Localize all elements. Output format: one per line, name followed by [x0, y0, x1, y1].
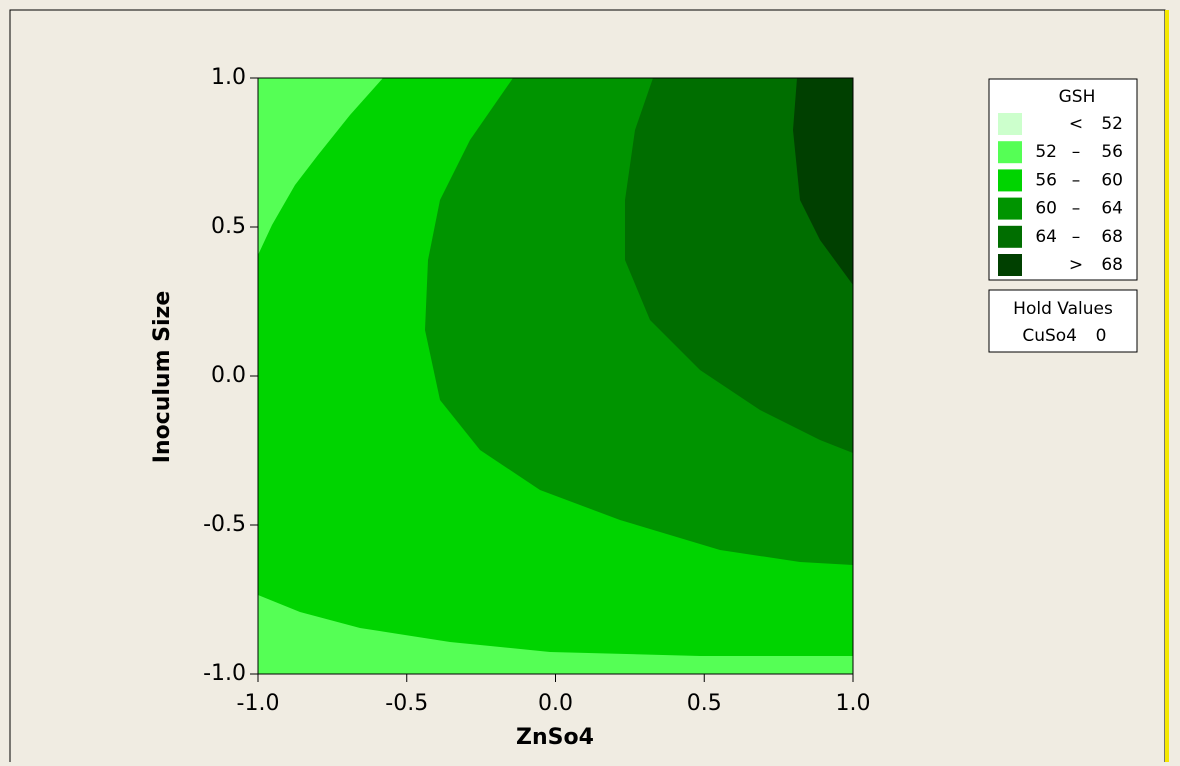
y-tick-label: -1.0	[203, 661, 246, 686]
y-tick-label: -0.5	[203, 512, 246, 537]
legend-high: 64	[1101, 199, 1123, 219]
y-tick-label: 1.0	[211, 65, 246, 90]
plot-area	[258, 78, 853, 674]
hold-box	[988, 289, 1138, 353]
legend-swatch	[998, 225, 1022, 248]
legend-sep: –	[1072, 170, 1081, 190]
legend-swatch	[998, 254, 1022, 276]
legend-high: 56	[1101, 142, 1123, 162]
legend-high: 60	[1101, 170, 1123, 190]
contour-region	[625, 78, 853, 453]
legend-title: GSH	[1059, 87, 1096, 107]
legend-low: 60	[1035, 199, 1057, 219]
legend-high: 68	[1101, 227, 1123, 247]
legend-swatch	[998, 141, 1022, 164]
hold-title: Hold Values	[1013, 299, 1113, 319]
x-tick-label: -1.0	[237, 691, 280, 716]
hold-value: 0	[1096, 326, 1107, 346]
contour-region	[793, 78, 853, 285]
x-tick-label: -0.5	[385, 691, 428, 716]
y-axis-label: Inoculum Size	[150, 291, 175, 464]
y-tick-label: 0.0	[211, 363, 246, 388]
legend-swatch	[998, 113, 1022, 135]
y-tick-label: 0.5	[211, 214, 246, 239]
hold-name: CuSo4	[1022, 326, 1077, 346]
legend-sep: –	[1072, 199, 1081, 219]
legend-sep: >	[1069, 255, 1083, 275]
legend-low: 64	[1035, 227, 1057, 247]
contour-region	[258, 78, 383, 255]
contour-region	[258, 595, 853, 674]
frame-edge	[1165, 10, 1169, 762]
legend-low: 52	[1035, 142, 1057, 162]
legend-swatch	[998, 169, 1022, 192]
legend-low: 56	[1035, 170, 1057, 190]
legend-sep: <	[1069, 114, 1083, 134]
x-tick-label: 0.5	[687, 691, 722, 716]
legend-high: 68	[1101, 255, 1123, 275]
x-tick-label: 1.0	[836, 691, 871, 716]
x-tick-label: 0.0	[538, 691, 573, 716]
x-axis-label: ZnSo4	[516, 725, 594, 750]
legend-high: 52	[1101, 114, 1123, 134]
legend-sep: –	[1072, 142, 1081, 162]
legend-sep: –	[1072, 227, 1081, 247]
legend-swatch	[998, 197, 1022, 220]
